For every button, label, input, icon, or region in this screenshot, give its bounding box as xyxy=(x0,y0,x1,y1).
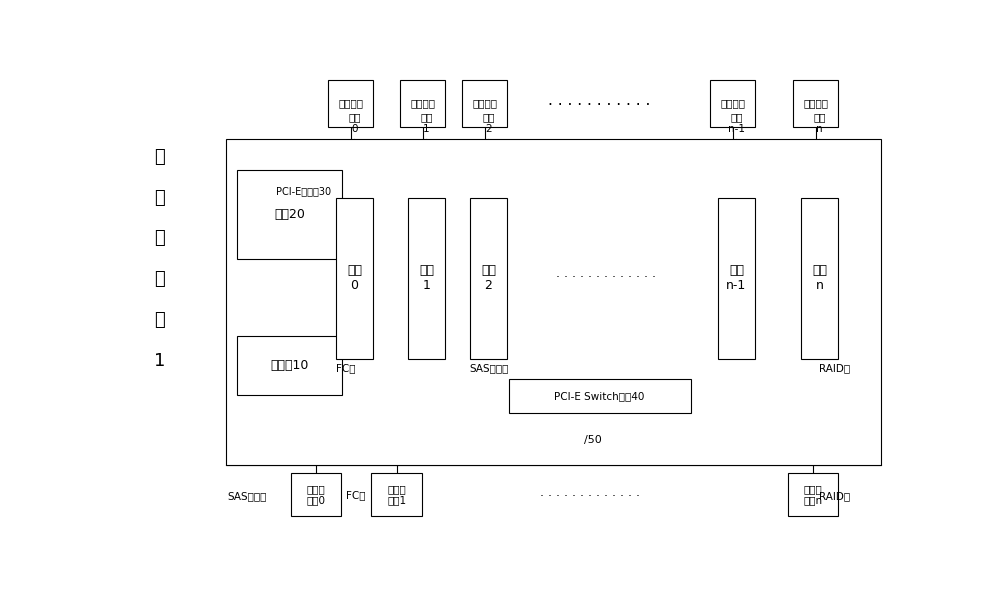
Text: 电渠20: 电渠20 xyxy=(274,208,305,221)
Text: 共: 共 xyxy=(154,230,165,247)
Text: · · · · · · · · · · ·: · · · · · · · · · · · xyxy=(548,98,650,112)
Text: 板: 板 xyxy=(154,148,165,166)
Text: 板卡
1: 板卡 1 xyxy=(419,264,434,292)
Bar xyxy=(788,473,838,516)
Text: 1: 1 xyxy=(154,352,166,370)
Text: 高速连
接器n: 高速连 接器n xyxy=(803,484,822,505)
Bar xyxy=(336,198,373,359)
Bar xyxy=(226,138,881,465)
Text: 板卡接口: 板卡接口 xyxy=(472,98,497,108)
Text: SAS通道卡: SAS通道卡 xyxy=(227,491,267,501)
Text: 槽位
n: 槽位 n xyxy=(813,112,826,134)
Bar xyxy=(710,80,755,127)
Text: 板卡
n: 板卡 n xyxy=(812,264,827,292)
Bar xyxy=(462,80,507,127)
Bar xyxy=(400,80,445,127)
Bar xyxy=(291,473,341,516)
Text: FC卡: FC卡 xyxy=(346,489,366,499)
Text: 高速连
接器1: 高速连 接器1 xyxy=(387,484,406,505)
Text: · · · · · · · · · · · · ·: · · · · · · · · · · · · · xyxy=(556,270,656,283)
Text: SAS通道卡: SAS通道卡 xyxy=(470,363,509,373)
Text: 箱: 箱 xyxy=(154,311,165,329)
Text: 板卡接口: 板卡接口 xyxy=(338,98,363,108)
Text: /50: /50 xyxy=(584,435,602,445)
Text: RAID卡: RAID卡 xyxy=(818,363,850,373)
Text: PCI-E Switch单冔40: PCI-E Switch单冔40 xyxy=(554,391,645,401)
Bar xyxy=(509,379,691,413)
Bar xyxy=(328,80,373,127)
Text: 槽位
1: 槽位 1 xyxy=(420,112,433,134)
Text: · · · · · · · · · · · · ·: · · · · · · · · · · · · · xyxy=(540,489,640,502)
Text: 板卡接口: 板卡接口 xyxy=(410,98,435,108)
Text: 板卡
0: 板卡 0 xyxy=(347,264,362,292)
Text: PCI-E插槽组30: PCI-E插槽组30 xyxy=(276,186,331,196)
Text: FC卡: FC卡 xyxy=(336,363,355,373)
Bar xyxy=(793,80,838,127)
Bar xyxy=(371,473,422,516)
Text: 控制器10: 控制器10 xyxy=(270,359,309,372)
Text: 槽位
n-1: 槽位 n-1 xyxy=(728,112,745,134)
Text: 板卡
2: 板卡 2 xyxy=(481,264,496,292)
Text: 高速连
接剹0: 高速连 接剹0 xyxy=(307,484,326,505)
Text: 卡: 卡 xyxy=(154,188,165,207)
Bar xyxy=(237,336,342,395)
Text: RAID卡: RAID卡 xyxy=(818,491,850,501)
Bar xyxy=(718,198,755,359)
Bar xyxy=(408,198,445,359)
Bar xyxy=(237,170,342,259)
Bar xyxy=(470,198,507,359)
Text: 板卡
n-1: 板卡 n-1 xyxy=(726,264,747,292)
Text: 槽位
0: 槽位 0 xyxy=(348,112,361,134)
Text: 槽位
2: 槽位 2 xyxy=(482,112,495,134)
Bar xyxy=(801,198,838,359)
Text: 享: 享 xyxy=(154,270,165,288)
Text: 板卡接口: 板卡接口 xyxy=(720,98,745,108)
Text: 板卡接口: 板卡接口 xyxy=(803,98,828,108)
